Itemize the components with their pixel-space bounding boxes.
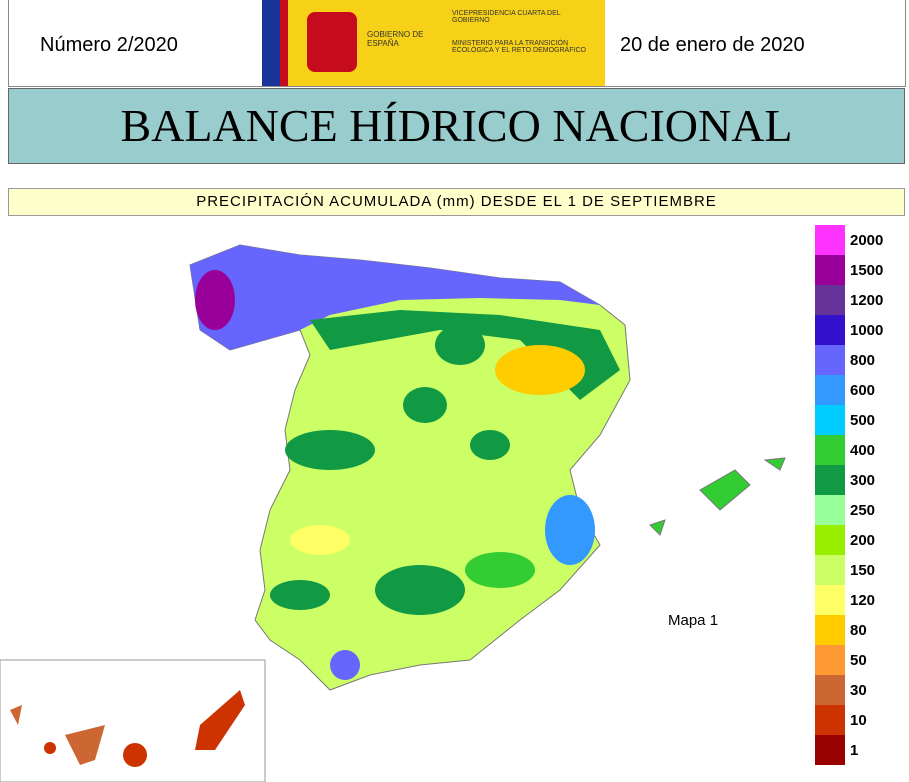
island [123, 743, 147, 767]
legend-swatch [815, 435, 845, 465]
blob [330, 650, 360, 680]
island [195, 690, 245, 750]
legend-label: 80 [850, 622, 867, 639]
legend-label: 1 [850, 742, 858, 759]
blob [403, 387, 447, 423]
legend-swatch [815, 285, 845, 315]
legend: 2000150012001000800600500400300250200150… [815, 225, 883, 765]
logo: GOBIERNO DE ESPAÑA VICEPRESIDENCIA CUART… [262, 0, 605, 86]
legend-swatch [815, 735, 845, 765]
north-rain [190, 245, 600, 350]
blob [465, 552, 535, 588]
legend-label: 10 [850, 712, 867, 729]
flag-stripe [280, 0, 288, 86]
eu-flag [262, 0, 280, 86]
island [10, 705, 22, 725]
galicia-max [195, 270, 235, 330]
logo-government: GOBIERNO DE ESPAÑA [367, 30, 424, 48]
legend-swatch [815, 255, 845, 285]
north-band [310, 310, 620, 400]
legend-swatch [815, 705, 845, 735]
legend-label: 50 [850, 652, 867, 669]
blob [375, 565, 465, 615]
legend-swatch [815, 345, 845, 375]
map: Mapa 1 200015001200100080060050040030025… [0, 225, 883, 782]
menorca [763, 457, 786, 471]
legend-label: 400 [850, 442, 875, 459]
ibiza [649, 519, 666, 536]
subtitle: PRECIPITACIÓN ACUMULADA (mm) DESDE EL 1 … [8, 188, 905, 216]
legend-swatch [815, 525, 845, 555]
legend-swatch [815, 615, 845, 645]
blob [470, 430, 510, 460]
legend-swatch [815, 225, 845, 255]
legend-label: 2000 [850, 232, 883, 249]
logo-ministry: MINISTERIO PARA LA TRANSICIÓN ECOLÓGICA … [452, 40, 586, 54]
ebro-dry [495, 345, 585, 395]
legend-swatch [815, 495, 845, 525]
issue-date: 20 de enero de 2020 [620, 34, 805, 56]
legend-swatch [815, 555, 845, 585]
coat-of-arms [307, 12, 357, 72]
legend-label: 30 [850, 682, 867, 699]
blob [435, 325, 485, 365]
blob [270, 580, 330, 610]
header [8, 0, 906, 87]
map-label: Mapa 1 [668, 612, 718, 629]
valencia [545, 495, 595, 565]
issue-number: Número 2/2020 [40, 34, 178, 56]
mallorca [699, 469, 751, 511]
logo-vice: VICEPRESIDENCIA CUARTA DEL GOBIERNO [452, 10, 561, 24]
canary-inset [0, 659, 266, 782]
legend-label: 1000 [850, 322, 883, 339]
legend-swatch [815, 465, 845, 495]
legend-label: 150 [850, 562, 875, 579]
legend-label: 250 [850, 502, 875, 519]
legend-swatch [815, 375, 845, 405]
blob [290, 525, 350, 555]
blob [285, 430, 375, 470]
legend-label: 600 [850, 382, 875, 399]
legend-label: 200 [850, 532, 875, 549]
legend-label: 800 [850, 352, 875, 369]
legend-swatch [815, 675, 845, 705]
legend-swatch [815, 585, 845, 615]
legend-swatch [815, 405, 845, 435]
legend-swatch [815, 315, 845, 345]
legend-label: 1500 [850, 262, 883, 279]
legend-label: 300 [850, 472, 875, 489]
legend-label: 1200 [850, 292, 883, 309]
title: BALANCE HÍDRICO NACIONAL [8, 88, 905, 164]
legend-swatch [815, 645, 845, 675]
island [65, 725, 105, 765]
island [44, 742, 56, 754]
legend-label: 120 [850, 592, 875, 609]
legend-label: 500 [850, 412, 875, 429]
